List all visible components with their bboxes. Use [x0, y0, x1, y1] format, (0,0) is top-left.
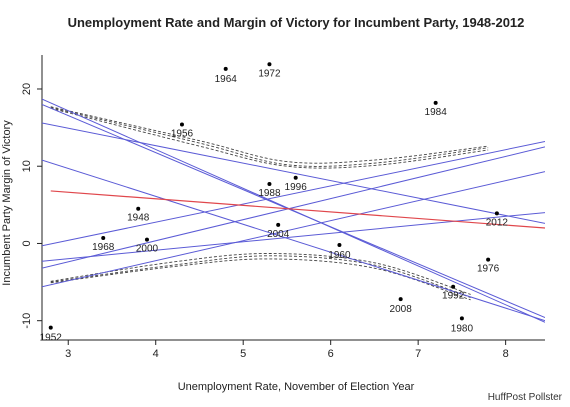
point-label: 1980 — [451, 323, 474, 334]
data-point-1992 — [451, 284, 456, 289]
point-label: 1984 — [425, 107, 448, 118]
bootstrap-line-2 — [42, 122, 545, 224]
data-point-1964 — [223, 66, 228, 71]
point-label: 1960 — [328, 250, 351, 261]
x-tick-label: 4 — [153, 348, 159, 360]
x-tick-label: 8 — [503, 348, 509, 360]
source-credit: HuffPost Pollster — [488, 392, 563, 403]
y-tick-label: -10 — [21, 313, 33, 329]
data-point-2008 — [398, 297, 403, 302]
data-point-1996 — [293, 175, 298, 180]
data-point-1956 — [179, 122, 184, 127]
point-label: 1964 — [215, 74, 238, 85]
point-label: 1968 — [92, 242, 115, 253]
point-label: 1956 — [171, 129, 194, 140]
bootstrap-line-7 — [42, 212, 545, 262]
chart-title: Unemployment Rate and Margin of Victory … — [68, 15, 525, 30]
y-tick-label: 0 — [21, 240, 33, 246]
point-label: 2008 — [390, 304, 413, 315]
data-point-2000 — [144, 237, 149, 242]
bootstrap-line-1 — [42, 103, 545, 319]
data-point-1984 — [433, 100, 438, 105]
confidence-band-upper-2 — [50, 106, 489, 164]
y-tick-label: 20 — [21, 83, 33, 95]
confidence-band-lower-0 — [50, 255, 471, 298]
point-label: 2004 — [267, 229, 290, 240]
data-point-1988 — [267, 181, 272, 186]
bootstrap-line-5 — [42, 146, 545, 269]
data-point-1948 — [136, 206, 141, 211]
bootstrap-line-4 — [42, 141, 545, 247]
confidence-band-lower-2 — [50, 258, 471, 301]
confidence-band-upper-1 — [50, 107, 489, 169]
point-label: 1992 — [442, 291, 465, 302]
data-point-2004 — [276, 222, 281, 227]
data-point-1968 — [101, 236, 106, 241]
x-tick-label: 6 — [328, 348, 334, 360]
confidence-band-upper-0 — [50, 107, 489, 167]
x-tick-label: 7 — [415, 348, 421, 360]
data-point-1952 — [48, 325, 53, 330]
data-point-1980 — [459, 316, 464, 321]
point-label: 1952 — [40, 333, 63, 344]
y-tick-label: 10 — [21, 160, 33, 172]
data-point-2012 — [494, 211, 499, 216]
point-label: 1976 — [477, 264, 500, 275]
point-label: 2012 — [486, 217, 509, 228]
point-label: 1948 — [127, 213, 150, 224]
x-tick-label: 3 — [65, 348, 71, 360]
point-label: 1972 — [258, 68, 281, 79]
y-axis-label: Incumbent Party Margin of Victory — [1, 120, 13, 286]
confidence-band-lower-1 — [50, 253, 471, 295]
plot-area: 3 4 5 6 7 8 -10 0 10 20 1948 1952 1956 1960 1964 1968 19… — [21, 55, 546, 360]
bootstrap-line-6 — [42, 171, 545, 288]
point-label: 2000 — [136, 244, 159, 255]
bootstrap-line-3 — [42, 159, 545, 322]
point-label: 1988 — [258, 188, 281, 199]
x-axis-label: Unemployment Rate, November of Election … — [178, 381, 415, 393]
x-tick-label: 5 — [240, 348, 246, 360]
regression-line — [50, 190, 546, 229]
data-point-1960 — [337, 243, 342, 247]
data-point-1976 — [486, 257, 491, 262]
point-label: 1996 — [285, 182, 308, 193]
data-point-1972 — [267, 62, 272, 67]
